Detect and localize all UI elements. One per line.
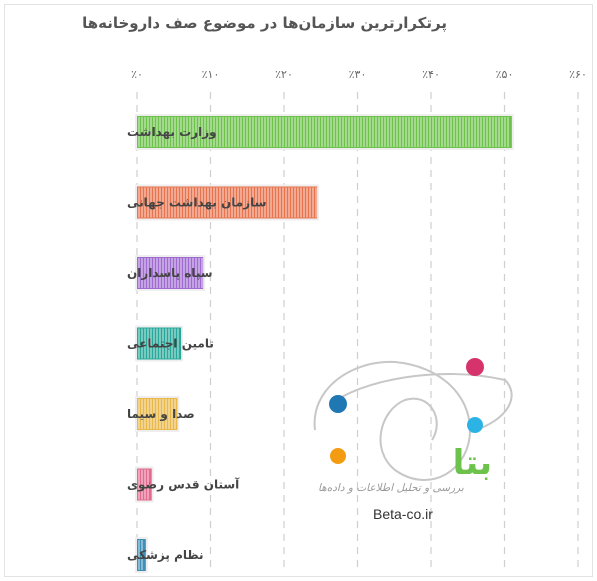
bar: [135, 466, 154, 503]
watermark-logo-text: بتا: [453, 443, 492, 483]
x-tick-label: ٪۳۰: [349, 68, 367, 81]
chart-title: پرتکرارترین سازمان‌ها در موضوع صف داروخا…: [82, 14, 447, 32]
chart-frame: [4, 4, 593, 577]
watermark-dot: [330, 448, 346, 464]
bar: [135, 184, 320, 221]
category-label: سپاه پاسداران: [127, 266, 213, 280]
x-tick-label: ٪۶۰: [569, 68, 587, 81]
category-label: وزارت بهداشت: [127, 125, 217, 140]
x-axis-ticks: ٪۰ ٪۱۰ ٪۲۰ ٪۳۰ ٪۴۰ ٪۵۰ ٪۶۰: [131, 68, 587, 81]
watermark-logo: بتا: [313, 358, 513, 483]
watermark-url: Beta-co.ir: [373, 506, 433, 522]
bar: [135, 325, 184, 362]
watermark-dot: [466, 358, 484, 376]
category-label: آستان قدس رضوی: [127, 477, 240, 493]
bar: [135, 396, 180, 432]
category-label: سازمان بهداشت جهانی: [127, 196, 266, 210]
x-tick-label: ٪۴۰: [422, 68, 440, 81]
x-tick-label: ٪۰: [131, 68, 143, 81]
category-label: نظام پزشکی: [127, 548, 204, 563]
watermark-dot: [329, 395, 347, 413]
bar: [135, 537, 148, 573]
grid-lines: [136, 92, 579, 570]
x-tick-label: ٪۵۰: [496, 68, 514, 81]
watermark-tagline: بررسی و تحلیل اطلاعات و داده‌ها: [318, 482, 464, 494]
category-label: تامین اجتماعی: [127, 337, 214, 351]
bar: [135, 255, 206, 291]
category-labels: وزارت بهداشت سازمان بهداشت جهانی سپاه پاسد…: [127, 125, 266, 563]
x-tick-label: ٪۲۰: [275, 68, 293, 81]
category-label: صدا و سیما: [127, 407, 195, 422]
bar: [135, 114, 514, 150]
watermark-dot: [467, 417, 483, 433]
watermark-swirl: [313, 360, 472, 481]
watermark-orbit: [329, 373, 513, 433]
x-tick-label: ٪۱۰: [202, 68, 220, 81]
bars: [135, 114, 514, 573]
